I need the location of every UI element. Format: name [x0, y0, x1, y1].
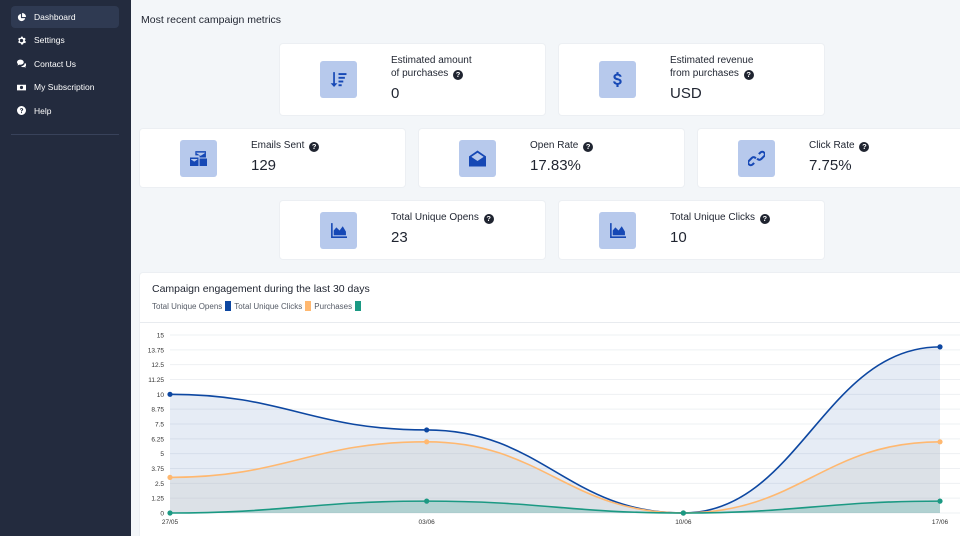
metric-label: Click Rate ?	[809, 139, 870, 152]
sidebar-divider	[11, 134, 119, 135]
metric-label: Open Rate ?	[530, 139, 594, 152]
x-tick-label: 10/06	[675, 519, 692, 526]
sidebar-item-help[interactable]: Help	[11, 100, 119, 122]
series-line-3	[169, 500, 941, 514]
chart-legend: Total Unique Opens Total Unique Clicks P…	[152, 301, 364, 311]
main-content: Most recent campaign metrics Estimated a…	[131, 0, 960, 536]
metric-value: 7.75%	[809, 157, 852, 174]
engagement-chart-card: Campaign engagement during the last 30 d…	[140, 273, 960, 536]
metric-value: 23	[391, 229, 408, 246]
metric-label: Estimated revenue from purchases ?	[670, 55, 754, 80]
data-point	[680, 510, 686, 516]
data-point	[167, 510, 173, 516]
link-icon	[738, 140, 775, 177]
metric-card-estimated-revenue: Estimated revenue from purchases ? USD	[559, 44, 824, 115]
data-point	[937, 344, 943, 350]
metric-card-estimated-purchases: Estimated amount of purchases ? 0	[280, 44, 545, 115]
legend-swatch-opens	[225, 301, 232, 311]
chat-bubbles-icon	[16, 59, 26, 69]
metric-value: 17.83%	[530, 157, 581, 174]
metric-label: Total Unique Clicks ?	[670, 211, 770, 224]
y-tick-label: 13.75	[148, 347, 165, 354]
metric-card-emails-sent: Emails Sent ? 129	[140, 129, 405, 187]
legend-label-opens[interactable]: Total Unique Opens	[152, 301, 223, 311]
area-chart-icon	[599, 212, 636, 249]
y-tick-label: 2.5	[155, 481, 164, 488]
series-area-1	[170, 346, 940, 513]
metric-value: 0	[391, 85, 400, 102]
metric-card-unique-clicks: Total Unique Clicks ? 10	[559, 201, 824, 259]
x-tick-label: 17/06	[932, 519, 949, 526]
question-circle-icon	[16, 106, 26, 116]
series-area-2	[170, 441, 940, 513]
y-tick-label: 1.25	[151, 496, 164, 503]
envelope-open-icon	[459, 140, 496, 177]
dollar-icon	[599, 61, 636, 98]
engagement-line-chart: 0 1.25 2.5 3.75 5 6.25 7.5 8.75 10 11.25 12.5 13.75…	[148, 333, 960, 526]
help-tooltip-icon[interactable]: ?	[859, 142, 870, 152]
legend-label-clicks[interactable]: Total Unique Clicks	[234, 301, 303, 311]
help-tooltip-icon[interactable]: ?	[583, 142, 594, 152]
legend-label-purchases[interactable]: Purchases	[314, 301, 353, 311]
sidebar-nav: Dashboard Settings Contact Us My Subscri…	[0, 6, 131, 122]
sidebar: Dashboard Settings Contact Us My Subscri…	[0, 0, 131, 536]
series-line-2	[169, 440, 941, 514]
page-title: Most recent campaign metrics	[141, 14, 282, 26]
legend-swatch-purchases	[355, 301, 362, 311]
y-tick-label: 7.5	[155, 422, 164, 429]
money-bill-icon	[16, 82, 26, 92]
y-tick-label: 12.5	[151, 362, 164, 369]
metric-value: USD	[670, 85, 702, 102]
sidebar-item-label: Settings	[34, 35, 65, 46]
series-line-1	[169, 346, 941, 514]
help-tooltip-icon[interactable]: ?	[743, 70, 754, 80]
metric-card-open-rate: Open Rate ? 17.83%	[419, 129, 684, 187]
metric-label: Emails Sent ?	[251, 139, 320, 152]
data-point	[424, 427, 430, 433]
sidebar-item-label: Contact Us	[34, 58, 77, 69]
sidebar-item-dashboard[interactable]: Dashboard	[11, 6, 119, 28]
data-point	[167, 391, 173, 397]
sidebar-item-label: My Subscription	[34, 82, 95, 93]
sidebar-item-label: Help	[34, 105, 52, 116]
sidebar-item-contact-us[interactable]: Contact Us	[11, 53, 119, 75]
metric-label: Total Unique Opens ?	[391, 211, 494, 224]
chart-divider	[140, 322, 960, 323]
y-tick-label: 6.25	[151, 436, 164, 443]
y-tick-label: 0	[160, 511, 164, 518]
data-point	[424, 498, 430, 504]
data-point	[167, 474, 173, 480]
mail-bulk-icon	[180, 140, 217, 177]
sidebar-item-settings[interactable]: Settings	[11, 29, 119, 51]
help-tooltip-icon[interactable]: ?	[309, 142, 320, 152]
metric-card-click-rate: Click Rate ? 7.75%	[698, 129, 960, 187]
area-chart-icon	[320, 212, 357, 249]
data-point	[937, 439, 943, 445]
x-tick-label: 03/06	[419, 519, 436, 526]
metric-value: 10	[670, 229, 687, 246]
legend-swatch-clicks	[305, 301, 312, 311]
chart-title: Campaign engagement during the last 30 d…	[152, 283, 370, 295]
sidebar-item-label: Dashboard	[34, 12, 76, 22]
help-tooltip-icon[interactable]: ?	[453, 70, 464, 80]
y-tick-label: 11.25	[148, 377, 164, 384]
help-tooltip-icon[interactable]: ?	[759, 214, 770, 224]
sidebar-item-my-subscription[interactable]: My Subscription	[11, 76, 119, 98]
y-tick-label: 3.75	[151, 466, 164, 473]
data-point	[424, 439, 430, 445]
pie-chart-icon	[16, 12, 26, 22]
metric-card-unique-opens: Total Unique Opens ? 23	[280, 201, 545, 259]
metric-value: 129	[251, 157, 277, 174]
y-tick-label: 10	[157, 392, 165, 399]
help-tooltip-icon[interactable]: ?	[483, 214, 494, 224]
gear-icon	[16, 35, 26, 45]
metric-label: Estimated amount of purchases ?	[391, 55, 472, 80]
y-tick-label: 15	[157, 333, 165, 340]
sort-amount-icon	[320, 61, 357, 98]
y-tick-label: 8.75	[151, 407, 164, 414]
y-tick-label: 5	[160, 451, 164, 458]
data-point	[937, 498, 943, 504]
x-tick-label: 27/05	[162, 519, 179, 526]
